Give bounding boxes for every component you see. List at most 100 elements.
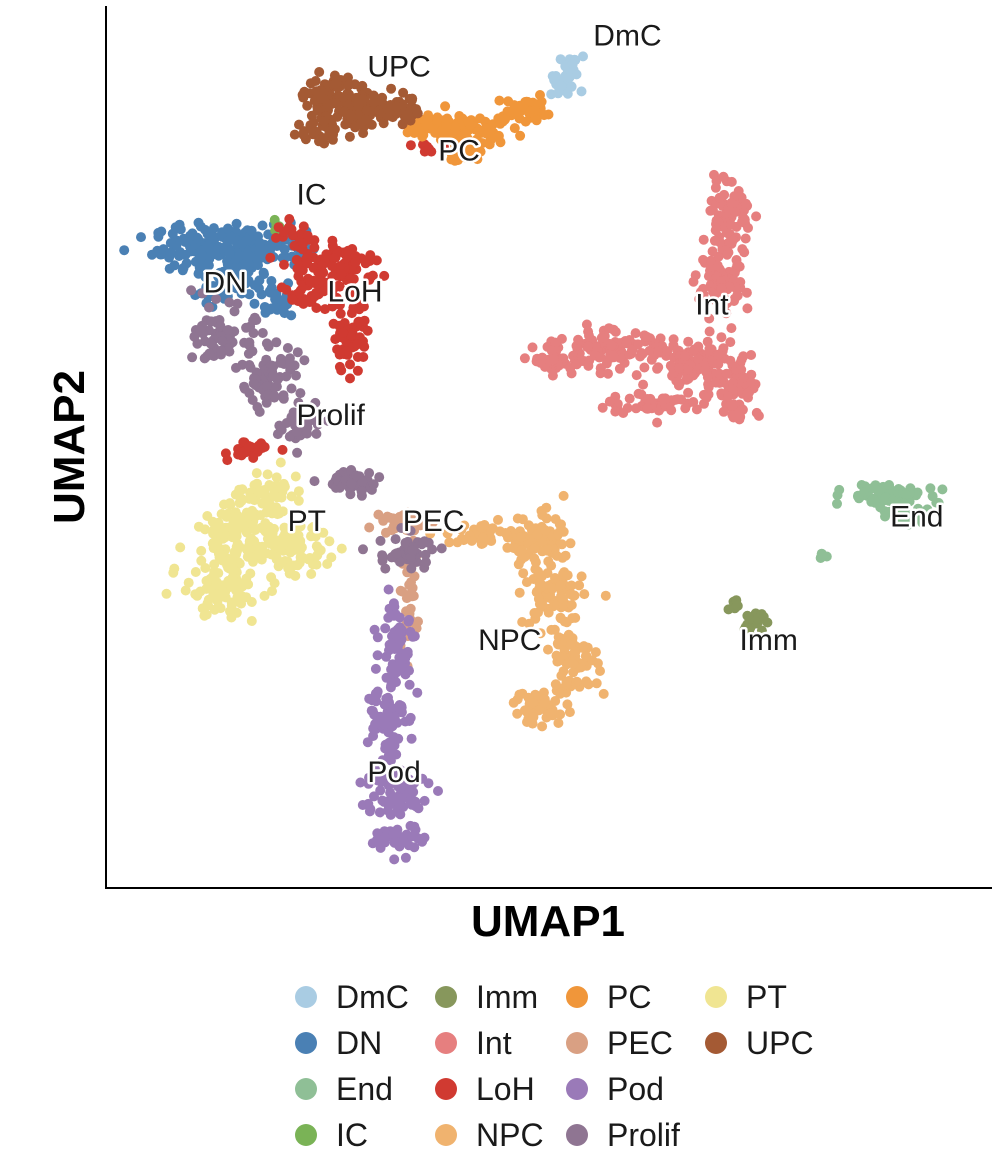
point	[638, 379, 649, 390]
point	[387, 659, 398, 670]
point	[713, 349, 724, 360]
point	[195, 586, 206, 597]
point	[216, 590, 227, 601]
point	[385, 512, 396, 523]
legend-key-dmc	[295, 986, 317, 1008]
point	[558, 490, 569, 501]
point	[474, 125, 485, 136]
point	[261, 507, 272, 518]
point	[209, 559, 220, 570]
point	[334, 349, 345, 360]
point	[639, 362, 650, 373]
point	[192, 338, 203, 349]
point	[309, 242, 320, 253]
point	[229, 529, 240, 540]
point	[537, 721, 548, 732]
point	[751, 407, 762, 418]
point	[417, 773, 428, 784]
point	[316, 268, 327, 279]
point	[311, 86, 322, 97]
point	[521, 577, 532, 588]
point	[327, 235, 338, 246]
point	[290, 471, 301, 482]
point	[514, 587, 525, 598]
point	[610, 406, 621, 417]
point	[653, 346, 663, 357]
point	[212, 537, 223, 548]
point	[336, 269, 347, 280]
point	[741, 287, 752, 298]
point	[391, 548, 402, 559]
point	[217, 555, 228, 566]
point	[276, 282, 287, 293]
point	[244, 388, 255, 399]
point	[302, 100, 313, 111]
point	[925, 483, 936, 494]
point	[376, 777, 387, 788]
point	[872, 485, 883, 496]
point	[740, 233, 751, 244]
point	[565, 639, 576, 650]
point	[327, 285, 337, 296]
point	[204, 302, 214, 313]
point	[264, 480, 275, 490]
point	[334, 361, 345, 372]
point	[521, 96, 532, 107]
point	[336, 543, 347, 554]
point	[285, 547, 296, 558]
point	[479, 520, 490, 530]
point	[735, 411, 746, 422]
legend-label-end: End	[336, 1071, 393, 1107]
point	[379, 270, 390, 281]
point	[642, 394, 653, 404]
point	[475, 146, 486, 157]
point	[436, 543, 447, 554]
point	[550, 679, 561, 690]
point	[406, 563, 417, 574]
point	[222, 259, 233, 270]
point	[377, 755, 388, 766]
point	[236, 515, 247, 526]
point	[314, 67, 325, 77]
point	[683, 387, 694, 398]
point	[539, 698, 550, 709]
point	[256, 289, 267, 300]
point	[259, 442, 270, 452]
point	[614, 363, 625, 374]
point	[291, 426, 302, 437]
point	[832, 490, 843, 501]
cluster-label-imm: Imm	[740, 624, 798, 657]
point	[400, 852, 411, 863]
point	[244, 536, 255, 547]
point	[164, 252, 175, 263]
point	[723, 604, 734, 615]
point	[541, 545, 552, 556]
point	[555, 652, 566, 663]
point	[590, 647, 601, 658]
point	[256, 522, 267, 533]
point	[900, 489, 911, 500]
point	[380, 623, 391, 634]
point	[220, 288, 230, 299]
point	[818, 550, 828, 561]
legend-key-pt	[705, 986, 727, 1008]
point	[424, 143, 434, 154]
point	[216, 509, 227, 519]
point	[374, 835, 385, 846]
point	[357, 80, 368, 91]
point	[200, 272, 211, 282]
point	[369, 791, 379, 802]
point	[374, 807, 385, 818]
point	[608, 352, 619, 363]
point	[509, 100, 520, 111]
point	[288, 407, 299, 418]
point	[545, 708, 556, 719]
point	[630, 328, 641, 339]
point	[297, 89, 308, 100]
point	[324, 536, 335, 547]
point	[389, 854, 400, 865]
point	[224, 248, 235, 259]
point	[268, 370, 279, 381]
point	[190, 567, 201, 577]
point	[547, 370, 558, 381]
